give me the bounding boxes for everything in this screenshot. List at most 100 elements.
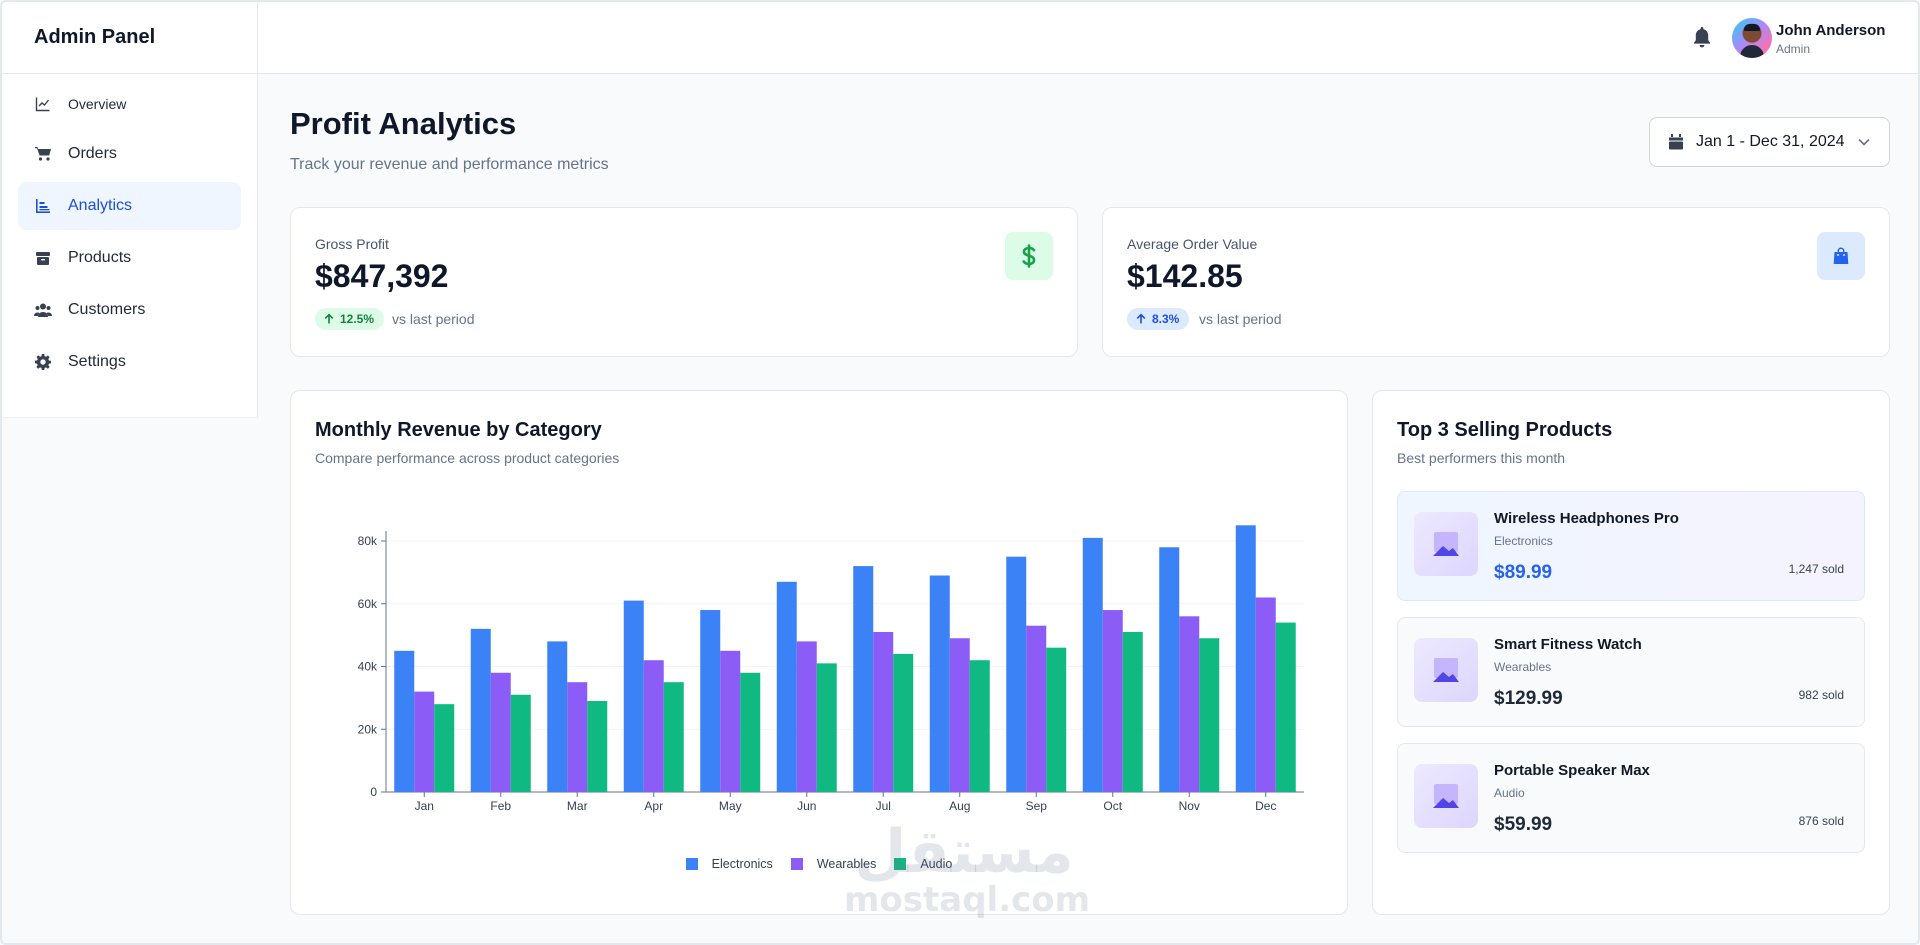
stat-change-value: 8.3% [1152,312,1180,326]
bar-electronics-dec [1235,525,1256,792]
sidebar-item-customers[interactable]: Customers [18,286,241,334]
user-name: John Anderson [1776,22,1886,39]
chart-line-icon [34,95,52,113]
page-title: Profit Analytics [290,106,517,141]
product-price: $89.99 [1494,562,1553,583]
y-tick-label: 60k [358,597,378,611]
bar-audio-dec [1275,622,1296,792]
arrow-up-icon [324,313,334,324]
bar-electronics-sep [1006,556,1027,792]
legend-label: Wearables [816,857,877,871]
arrow-up-icon [1136,313,1146,324]
bar-audio-jan [434,704,455,792]
product-price: $59.99 [1494,814,1553,835]
bar-audio-may [740,672,761,792]
product-item[interactable]: Smart Fitness Watch Wearables $129.99 98… [1397,617,1865,727]
bar-wearables-apr [643,660,664,792]
bar-audio-mar [587,701,608,792]
product-item[interactable]: Wireless Headphones Pro Electronics $89.… [1397,491,1865,601]
bar-electronics-jul [853,566,874,792]
x-tick-label: Mar [567,799,588,813]
x-tick-label: Jun [797,799,816,813]
user-info[interactable]: John Anderson Admin [1776,22,1886,56]
stat-card-average-order: Average Order Value $142.85 8.3% vs last… [1102,207,1890,357]
product-name: Portable Speaker Max [1494,762,1650,779]
image-placeholder-icon [1414,764,1478,828]
x-tick-label: Aug [949,799,970,813]
legend-label: Audio [920,857,953,871]
legend-item[interactable]: Electronics [685,857,773,871]
y-tick-label: 20k [358,722,378,736]
sidebar-item-products[interactable]: Products [18,234,241,282]
legend-item[interactable]: Wearables [790,857,877,871]
bar-electronics-feb [470,628,491,792]
y-tick-label: 40k [358,660,378,674]
brand-title: Admin Panel [2,2,257,74]
gear-icon [34,353,52,371]
bar-audio-oct [1122,631,1143,792]
chart-card-title: Monthly Revenue by Category [315,419,602,441]
image-placeholder-icon [1414,638,1478,702]
date-range-picker[interactable]: Jan 1 - Dec 31, 2024 [1649,117,1890,167]
x-tick-label: May [719,799,742,813]
stat-change-badge: 8.3% [1127,308,1190,330]
legend-swatch [894,858,907,870]
bar-audio-aug [969,660,990,792]
stat-label: Gross Profit [315,236,389,252]
bar-wearables-jan [414,691,435,792]
product-category: Audio [1494,786,1525,800]
bar-electronics-may [700,610,721,792]
x-tick-label: Feb [490,799,511,813]
x-tick-label: Sep [1026,799,1048,813]
legend-swatch [790,858,803,870]
bar-electronics-mar [547,641,568,792]
shopping-bag-icon [1817,232,1865,280]
bar-audio-apr [663,682,684,792]
bar-electronics-apr [623,600,644,792]
bar-audio-jun [816,663,837,792]
bar-electronics-aug [929,575,950,792]
products-card-subtitle: Best performers this month [1397,450,1566,466]
sidebar: Admin Panel Overview Orders Analytics [2,2,258,418]
legend-swatch [685,858,698,870]
legend-item[interactable]: Audio [894,857,952,871]
x-tick-label: Jul [876,799,891,813]
box-icon [34,249,52,267]
products-card-title: Top 3 Selling Products [1397,419,1613,441]
product-sold-count: 982 sold [1798,688,1844,702]
bar-wearables-aug [949,638,970,792]
bar-chart-icon [34,197,52,215]
x-tick-label: Jan [415,799,434,813]
bar-wearables-jul [873,631,894,792]
bar-electronics-oct [1082,537,1103,792]
revenue-bar-chart: 0 20k 40k 60k 80k Jan Feb Mar Apr May Jun Jul Aug Sep… [358,525,1304,813]
bar-audio-nov [1199,638,1220,792]
sidebar-item-overview[interactable]: Overview [18,82,241,126]
y-tick-label: 80k [358,534,378,548]
avatar[interactable] [1732,18,1772,58]
sidebar-item-settings[interactable]: Settings [18,338,241,386]
bar-audio-jul [893,653,914,792]
date-range-label: Jan 1 - Dec 31, 2024 [1696,133,1845,150]
bar-wearables-feb [490,672,511,792]
top-products-card: Top 3 Selling Products Best performers t… [1372,390,1890,915]
stat-value: $142.85 [1127,258,1243,294]
chart-legend: Electronics Wearables Audio [291,857,1347,871]
bar-audio-feb [510,694,531,792]
product-sold-count: 876 sold [1798,814,1844,828]
sidebar-item-label: Orders [68,145,117,162]
product-name: Smart Fitness Watch [1494,636,1642,653]
sidebar-item-label: Overview [68,96,127,112]
product-category: Electronics [1494,534,1553,548]
product-item[interactable]: Portable Speaker Max Audio $59.99 876 so… [1397,743,1865,853]
sidebar-item-orders[interactable]: Orders [18,130,241,178]
bell-icon[interactable] [1692,26,1714,48]
calendar-icon [1668,134,1684,150]
stat-compare-text: vs last period [392,311,475,327]
product-price: $129.99 [1494,688,1563,709]
stat-label: Average Order Value [1127,236,1258,252]
sidebar-item-analytics[interactable]: Analytics [18,182,241,230]
product-sold-count: 1,247 sold [1788,562,1844,576]
bar-electronics-nov [1159,547,1180,792]
